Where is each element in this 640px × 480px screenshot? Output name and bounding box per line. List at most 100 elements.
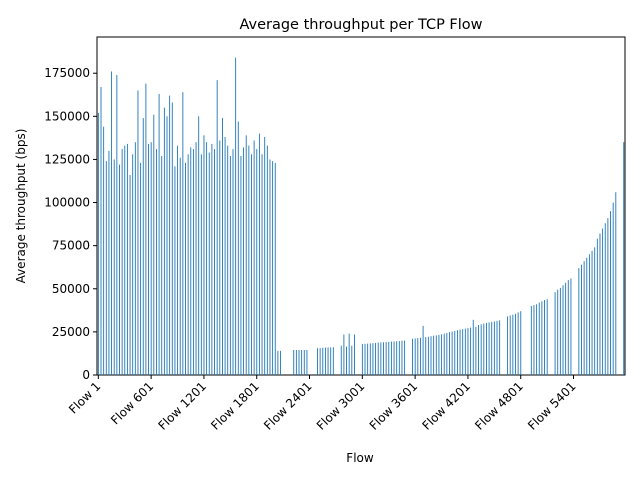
bar <box>277 350 279 375</box>
bar <box>565 282 567 375</box>
bar <box>343 334 345 375</box>
bar <box>464 328 466 375</box>
bar <box>301 349 303 375</box>
x-tick-label: Flow 3001 <box>314 379 368 433</box>
bar <box>256 149 258 375</box>
bar <box>623 142 625 375</box>
bar <box>559 287 561 375</box>
bar <box>148 143 149 375</box>
bar <box>377 342 379 375</box>
bar <box>237 121 239 375</box>
bar <box>451 331 453 375</box>
bar <box>214 149 215 375</box>
bar <box>430 336 432 375</box>
bar <box>383 342 384 375</box>
bar <box>594 247 596 375</box>
bar <box>200 154 202 375</box>
bar <box>348 333 350 375</box>
bar <box>97 112 99 375</box>
bar <box>145 83 147 376</box>
bar <box>515 313 516 375</box>
bar <box>385 342 387 375</box>
bar <box>295 349 297 375</box>
bar <box>530 306 532 375</box>
bar <box>454 330 456 375</box>
bar <box>163 107 165 376</box>
bar <box>538 302 540 375</box>
bar <box>401 340 403 375</box>
bar <box>330 347 332 375</box>
bar <box>496 320 498 375</box>
bar <box>156 149 157 375</box>
bar <box>174 166 176 375</box>
bar <box>610 211 611 375</box>
bar <box>583 261 585 375</box>
bar <box>274 162 276 375</box>
bar <box>229 155 231 375</box>
bar <box>607 218 609 375</box>
bar <box>588 254 590 375</box>
bar <box>536 304 538 375</box>
bar <box>142 118 144 375</box>
bar <box>298 349 300 375</box>
bar <box>425 337 427 375</box>
bar <box>134 142 136 375</box>
bar <box>520 311 522 375</box>
bar <box>361 343 363 375</box>
bar <box>140 162 142 375</box>
bar <box>235 57 237 375</box>
bar <box>121 149 123 375</box>
bar <box>615 192 617 375</box>
axes-frame <box>96 36 626 376</box>
bar <box>420 337 421 375</box>
bar <box>185 162 186 375</box>
bar <box>179 157 181 375</box>
bar <box>332 347 334 375</box>
bar <box>417 338 419 375</box>
y-tick-label: 50000 <box>52 282 90 296</box>
bar <box>612 202 614 375</box>
bar <box>240 155 242 375</box>
bar <box>232 149 234 375</box>
bar <box>195 142 197 375</box>
bar <box>306 349 308 375</box>
bar <box>591 250 593 375</box>
bar <box>269 159 271 375</box>
bar <box>472 319 474 375</box>
x-tick-label: Flow 2401 <box>261 379 315 433</box>
bar <box>190 147 192 375</box>
bar <box>462 329 464 375</box>
bar <box>303 349 305 375</box>
x-tick-label: Flow 601 <box>108 379 156 427</box>
bar <box>211 143 213 375</box>
bar <box>208 152 210 375</box>
bar <box>150 142 152 375</box>
y-tick-label: 75000 <box>52 239 90 253</box>
bar <box>119 164 120 375</box>
bar <box>390 341 392 375</box>
bar <box>380 342 382 375</box>
x-tick-label: Flow 1801 <box>208 379 262 433</box>
bar <box>412 338 413 375</box>
bar <box>116 74 118 375</box>
bar <box>541 301 543 375</box>
bar <box>354 334 355 375</box>
x-axis-label: Flow <box>346 451 374 465</box>
bar <box>227 145 229 375</box>
bar <box>206 142 208 375</box>
bar <box>216 80 218 375</box>
bar <box>261 154 263 375</box>
y-tick-label: 150000 <box>44 109 90 123</box>
bar <box>388 341 390 375</box>
bar <box>604 223 606 375</box>
bar <box>187 154 189 375</box>
bar <box>467 328 469 375</box>
bar <box>398 341 400 375</box>
bar <box>433 335 435 375</box>
bar <box>182 92 184 376</box>
bar <box>480 324 482 375</box>
bar <box>198 116 200 375</box>
bar <box>446 332 448 375</box>
bar <box>449 332 450 375</box>
bar <box>438 334 440 375</box>
